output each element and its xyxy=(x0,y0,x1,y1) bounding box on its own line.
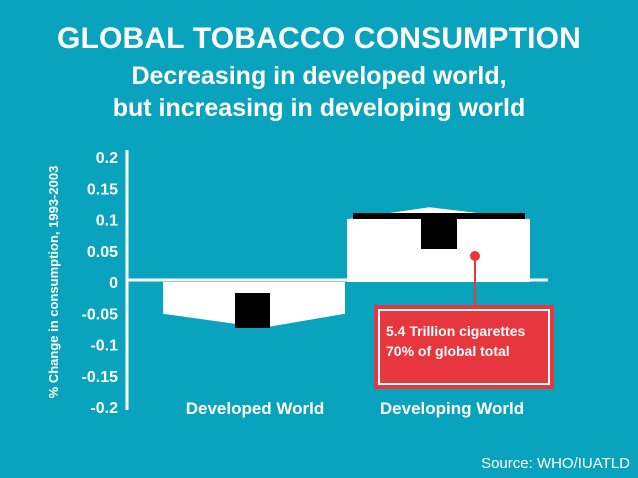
chart-title: GLOBAL TOBACCO CONSUMPTION xyxy=(56,22,582,55)
y-tick-label: 0 xyxy=(109,275,118,292)
y-tick-label: -0.2 xyxy=(90,400,118,417)
y-tick-label: -0.1 xyxy=(90,338,118,355)
y-tick-label: 0.2 xyxy=(96,150,118,167)
y-tick-label: 0.05 xyxy=(87,244,118,261)
data-marker-square xyxy=(235,293,270,328)
y-tick-label: -0.05 xyxy=(82,306,119,323)
y-axis-label: % Change in consumption, 1993-2003 xyxy=(46,166,61,399)
callout-box xyxy=(374,305,554,389)
callout-dot xyxy=(470,251,480,261)
source-note: Source: WHO/IUATLD xyxy=(481,455,630,472)
callout-box-border xyxy=(378,309,550,385)
y-tick-label: -0.15 xyxy=(82,369,119,386)
callout-text: 5.4 Trillion cigarettes xyxy=(386,323,525,339)
y-tick-label: 0.15 xyxy=(87,181,118,198)
chart-subtitle-line-1: Decreasing in developed world, xyxy=(131,62,507,90)
chart-subtitle-line-2: but increasing in developing world xyxy=(112,94,526,122)
value-line xyxy=(353,213,525,219)
x-category-label: Developed World xyxy=(186,399,325,418)
y-tick-label: 0.1 xyxy=(96,213,118,230)
x-category-label: Developing World xyxy=(380,399,524,418)
callout-text: 70% of global total xyxy=(386,343,510,359)
